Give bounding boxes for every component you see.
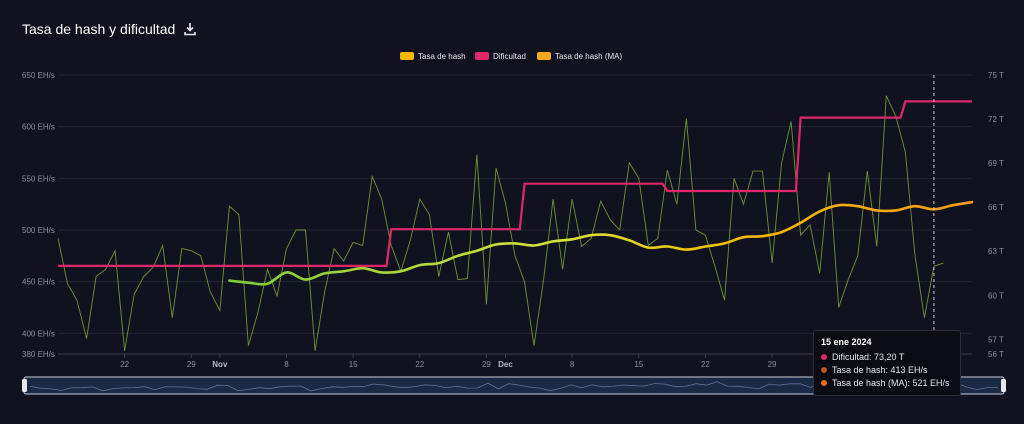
y-left-tick-label: 380 EH/s — [22, 350, 55, 359]
legend-item: Tasa de hash (MA) — [555, 52, 622, 61]
y-right-tick-label: 63 T — [988, 247, 1004, 256]
y-right-tick-label: 66 T — [988, 203, 1004, 212]
series-ma-line — [228, 200, 974, 286]
navigator-handle-left — [22, 379, 27, 392]
x-tick-label: 15 — [349, 360, 358, 369]
tooltip-row-ma: Tasa de hash (MA): 521 EH/s — [821, 376, 953, 389]
x-tick-label: 29 — [482, 360, 491, 369]
y-axis-left: 380 EH/s 400 EH/s 450 EH/s 500 EH/s 550 EH/s… — [22, 71, 55, 359]
y-right-tick-label: 72 T — [988, 115, 1004, 124]
y-left-tick-label: 450 EH/s — [22, 278, 55, 287]
tooltip-label: Dificultad: 73,20 T — [832, 351, 905, 362]
tooltip-dot — [821, 379, 827, 386]
x-tick-label: Nov — [212, 360, 228, 369]
x-tick-label: 22 — [120, 360, 129, 369]
series-hashrate-line — [57, 95, 944, 351]
y-right-tick-label: 60 T — [988, 291, 1004, 300]
tooltip-dot — [821, 353, 827, 360]
tooltip-date: 15 ene 2024 — [821, 337, 872, 347]
y-right-tick-label: 69 T — [988, 159, 1004, 168]
y-left-tick-label: 550 EH/s — [22, 174, 55, 183]
legend-swatch — [537, 52, 551, 60]
x-tick-label: 8 — [284, 360, 289, 369]
y-left-tick-label: 400 EH/s — [22, 329, 55, 338]
x-tick-label: 8 — [570, 360, 575, 369]
y-right-tick-label: 75 T — [988, 71, 1004, 80]
y-axis-right: 56 T 57 T 60 T 63 T 66 T 69 T 72 T 75 T — [988, 71, 1004, 359]
legend-item: Dificultad — [493, 52, 526, 61]
x-tick-label: 15 — [634, 360, 643, 369]
tooltip-row-difficulty: Dificultad: 73,20 T — [821, 350, 953, 363]
y-left-tick-label: 650 EH/s — [22, 71, 55, 80]
navigator-handle-right — [1001, 379, 1006, 392]
tooltip-label: Tasa de hash (MA): 521 EH/s — [832, 377, 950, 388]
x-tick-label: 29 — [187, 360, 196, 369]
tooltip: 15 ene 2024 Dificultad: 73,20 T Tasa de … — [813, 330, 961, 396]
x-tick-label: Dec — [498, 360, 513, 369]
x-tick-label: 22 — [415, 360, 424, 369]
series-difficulty-line — [58, 100, 972, 267]
legend-swatch — [400, 52, 414, 60]
tooltip-row-hashrate: Tasa de hash: 413 EH/s — [821, 363, 953, 376]
legend[interactable]: Tasa de hash Dificultad Tasa de hash (MA) — [400, 52, 622, 61]
legend-item: Tasa de hash — [418, 52, 466, 61]
y-right-tick-label: 57 T — [988, 335, 1004, 344]
tooltip-label: Tasa de hash: 413 EH/s — [832, 364, 928, 375]
chart-header: Tasa de hash y dificultad — [22, 18, 197, 40]
plot-area — [57, 95, 974, 351]
x-tick-label: 22 — [701, 360, 710, 369]
download-icon[interactable] — [183, 22, 197, 36]
y-left-tick-label: 600 EH/s — [22, 123, 55, 132]
chart-title: Tasa de hash y dificultad — [22, 21, 176, 37]
y-right-tick-label: 56 T — [988, 350, 1004, 359]
x-tick-label: 29 — [768, 360, 777, 369]
tooltip-dot — [821, 366, 827, 373]
y-left-tick-label: 500 EH/s — [22, 226, 55, 235]
legend-swatch — [475, 52, 489, 60]
